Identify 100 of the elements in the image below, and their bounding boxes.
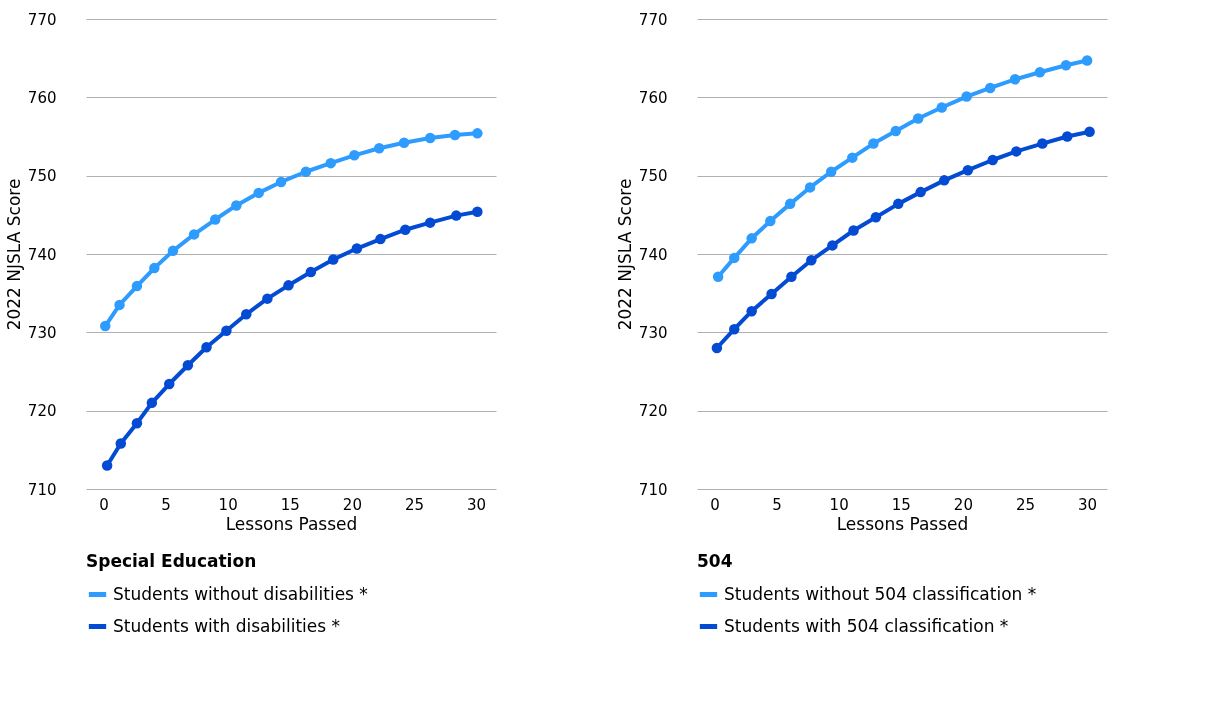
x-tick-label: 0 [99, 495, 109, 514]
point [182, 360, 194, 371]
y-tick-label: 710 [638, 480, 668, 499]
y-tick-label: 730 [638, 323, 668, 342]
y-tick-label: 770 [27, 10, 57, 29]
point [827, 240, 838, 251]
point [101, 460, 113, 471]
point [424, 132, 436, 144]
point [729, 323, 740, 335]
point [984, 82, 996, 94]
point [114, 299, 125, 311]
point [1084, 126, 1095, 138]
y-tick-label: 760 [638, 88, 668, 107]
point [766, 288, 777, 300]
x-tick-label: 25 [404, 495, 425, 514]
x-tick-label: 25 [1015, 495, 1036, 514]
point [962, 164, 974, 176]
point [424, 217, 436, 228]
y-axis-title: 2022 NJSLA Score [3, 178, 24, 331]
point [325, 157, 336, 169]
x-tick-label: 5 [772, 495, 782, 514]
point [131, 417, 143, 429]
point [283, 280, 294, 291]
point [451, 210, 462, 221]
x-tick-label: 10 [218, 495, 238, 514]
point [241, 309, 252, 320]
x-tick-label: 20 [953, 495, 973, 514]
point [912, 113, 924, 124]
point [146, 397, 158, 409]
x-tick-label: 10 [829, 495, 849, 514]
point [351, 243, 363, 254]
point [847, 152, 858, 163]
point [868, 138, 879, 149]
point [231, 200, 242, 211]
legend-title: 504 [697, 551, 733, 571]
y-axis-title: 2022 NJSLA Score [614, 178, 635, 331]
point [870, 211, 882, 223]
legend-label: Students with disabilities * [113, 615, 341, 636]
y-tick-label: 750 [638, 167, 668, 186]
point [784, 198, 796, 210]
point [806, 255, 817, 266]
point [1062, 131, 1073, 142]
x-tick-label: 15 [280, 495, 300, 514]
point [712, 271, 724, 282]
point [890, 125, 902, 137]
point [804, 182, 816, 193]
point [349, 150, 360, 161]
point [1060, 59, 1072, 71]
point [275, 176, 287, 188]
point [131, 280, 143, 292]
legend-title: Special Education [86, 551, 257, 571]
point [729, 252, 740, 264]
point [373, 143, 385, 154]
point [472, 128, 483, 139]
x-axis-title: Lessons Passed [836, 513, 969, 534]
point [746, 305, 757, 317]
point [253, 187, 264, 199]
point [711, 342, 723, 354]
point [209, 214, 221, 225]
point [221, 325, 232, 336]
point [188, 229, 200, 240]
point [893, 198, 904, 210]
point [915, 186, 926, 198]
point [825, 166, 837, 177]
y-tick-label: 740 [27, 245, 57, 264]
point [167, 245, 179, 257]
point [300, 166, 312, 177]
legend-label: Students without 504 classification * [724, 583, 1037, 604]
y-tick-label: 720 [27, 402, 57, 421]
y-tick-label: 750 [27, 167, 57, 186]
x-tick-label: 0 [710, 495, 720, 514]
point [746, 233, 757, 244]
x-tick-label: 5 [161, 495, 171, 514]
point [936, 102, 947, 113]
point [100, 320, 111, 332]
legend-label: Students with 504 classification * [724, 615, 1009, 636]
point [305, 266, 317, 278]
legend-label: Students without disabilities * [113, 583, 368, 604]
point [328, 254, 339, 265]
x-tick-label: 15 [891, 495, 911, 514]
point [939, 175, 950, 186]
x-tick-label: 20 [342, 495, 362, 514]
point [164, 378, 175, 390]
y-tick-label: 740 [638, 245, 668, 264]
y-tick-label: 710 [27, 480, 57, 499]
point [1037, 138, 1048, 149]
x-tick-label: 30 [467, 495, 487, 514]
y-tick-label: 770 [638, 10, 668, 29]
point [765, 215, 776, 227]
point [472, 206, 483, 217]
point [786, 271, 797, 282]
y-tick-label: 720 [638, 402, 668, 421]
point [449, 129, 461, 141]
x-tick-label: 30 [1078, 495, 1098, 514]
point [400, 224, 411, 235]
y-tick-label: 730 [27, 323, 57, 342]
x-axis-title: Lessons Passed [225, 513, 358, 534]
point [262, 293, 273, 304]
point [149, 262, 160, 274]
point [961, 91, 972, 102]
